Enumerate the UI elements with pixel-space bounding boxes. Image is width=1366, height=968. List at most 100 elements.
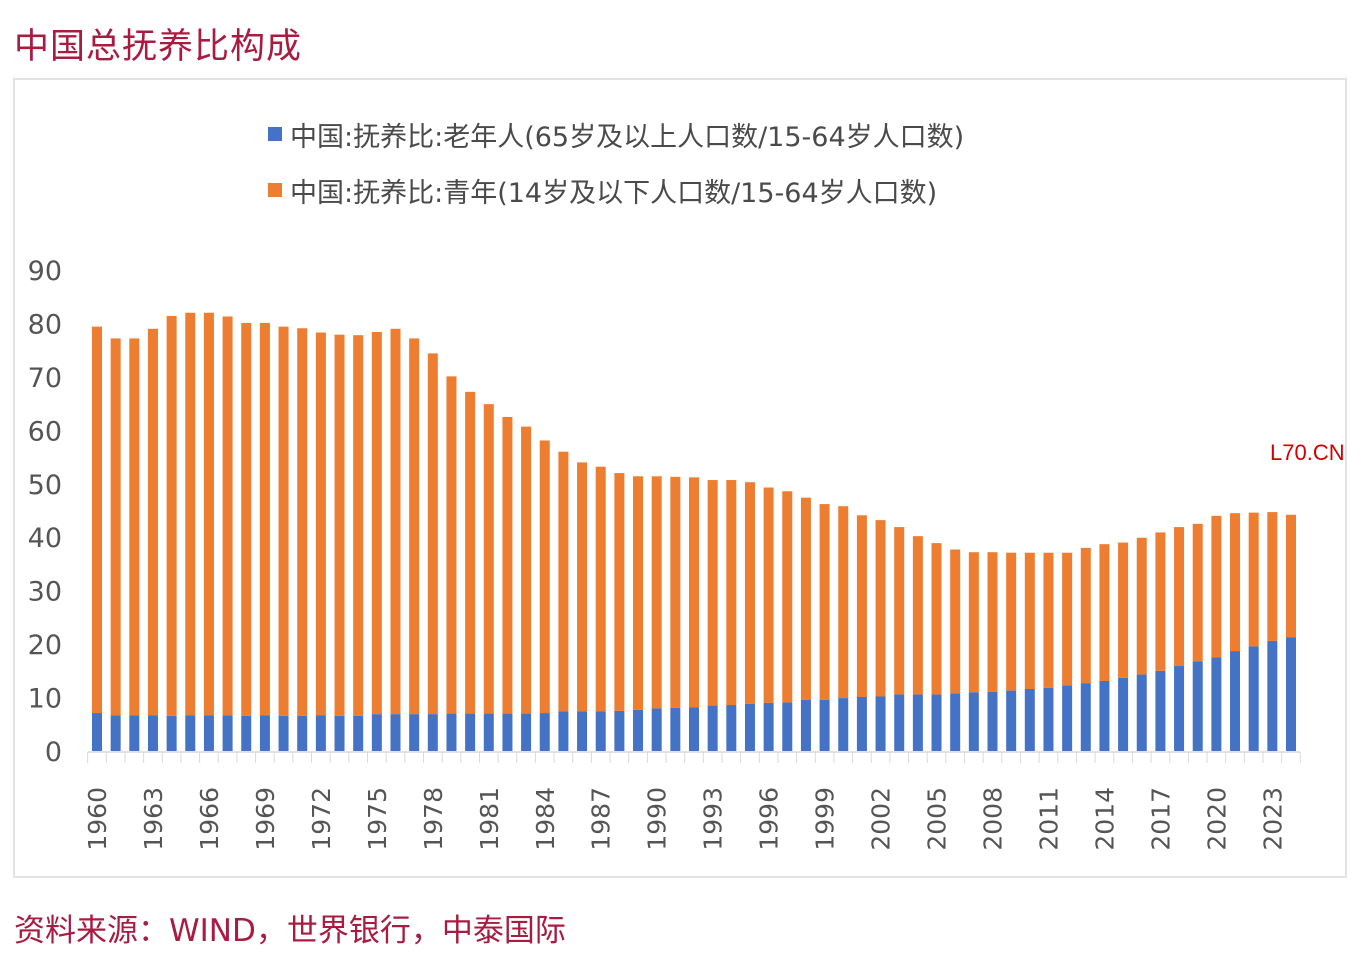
bar-youth bbox=[371, 332, 382, 715]
legend-label-youth: 中国:抚养比:青年(14岁及以下人口数/15-64岁人口数) bbox=[290, 177, 938, 209]
bar-elderly bbox=[1099, 680, 1110, 751]
x-tick-label: 1978 bbox=[419, 787, 448, 851]
bar-youth bbox=[502, 416, 513, 714]
x-tick-label: 1975 bbox=[363, 787, 392, 851]
bar-youth bbox=[259, 322, 270, 716]
bar-elderly bbox=[502, 713, 513, 751]
bar-elderly bbox=[1136, 674, 1147, 751]
bar-elderly bbox=[558, 711, 569, 751]
bar-elderly bbox=[427, 714, 438, 751]
bar-youth bbox=[315, 332, 326, 716]
bar-elderly bbox=[819, 699, 830, 751]
bar-elderly bbox=[203, 715, 214, 751]
bar-youth bbox=[1006, 552, 1017, 691]
x-axis: 1960 1963 1966 1969 1972 1975 1978 1981 1984 1987… bbox=[83, 751, 1301, 851]
bar-youth bbox=[782, 491, 793, 703]
bar-elderly bbox=[856, 697, 867, 751]
bar-youth bbox=[968, 552, 979, 693]
bar-youth bbox=[110, 338, 121, 716]
bar-elderly bbox=[1248, 646, 1259, 751]
bar-youth bbox=[1080, 547, 1091, 684]
bar-elderly bbox=[670, 707, 681, 751]
bars-group bbox=[92, 312, 1296, 751]
bar-elderly bbox=[371, 714, 382, 751]
page-title: 中国总抚养比构成 bbox=[14, 27, 303, 67]
bar-elderly bbox=[129, 715, 140, 751]
bar-youth bbox=[1155, 532, 1166, 671]
bar-elderly bbox=[726, 705, 737, 751]
bar-youth bbox=[92, 326, 102, 714]
bar-elderly bbox=[185, 715, 196, 751]
bar-youth bbox=[819, 504, 830, 700]
x-tick-label: 1990 bbox=[643, 787, 672, 851]
bar-elderly bbox=[1286, 637, 1296, 751]
watermark: L70.CN bbox=[1270, 440, 1345, 465]
bar-elderly bbox=[409, 714, 420, 751]
bar-elderly bbox=[577, 711, 588, 751]
bar-youth bbox=[1230, 513, 1241, 652]
bar-elderly bbox=[446, 713, 457, 751]
bar-youth bbox=[539, 440, 550, 714]
bar-youth bbox=[912, 536, 923, 695]
bar-elderly bbox=[950, 693, 961, 751]
bar-youth bbox=[614, 473, 625, 711]
bar-elderly bbox=[1192, 661, 1203, 751]
bar-youth bbox=[1024, 552, 1035, 689]
x-tick-label: 1987 bbox=[587, 787, 616, 851]
y-tick-label: 90 bbox=[28, 256, 62, 287]
bar-youth bbox=[1192, 523, 1203, 662]
x-tick-label: 2002 bbox=[867, 787, 896, 851]
x-tick-label: 1984 bbox=[531, 787, 560, 851]
x-tick-label: 1981 bbox=[475, 787, 504, 851]
bar-elderly bbox=[1006, 690, 1017, 751]
bar-youth bbox=[1136, 537, 1147, 675]
bar-youth bbox=[1062, 552, 1073, 686]
x-tick-label: 2020 bbox=[1202, 787, 1231, 851]
bar-youth bbox=[1248, 512, 1259, 647]
bar-youth bbox=[931, 543, 942, 695]
bar-elderly bbox=[1043, 687, 1054, 751]
bar-youth bbox=[838, 506, 849, 699]
y-tick-label: 0 bbox=[45, 737, 62, 768]
legend-swatch-youth bbox=[268, 183, 282, 197]
bar-elderly bbox=[539, 713, 550, 751]
x-tick-label: 2017 bbox=[1146, 787, 1175, 851]
y-tick-label: 80 bbox=[28, 309, 62, 340]
bar-elderly bbox=[987, 691, 998, 751]
bar-elderly bbox=[763, 702, 774, 751]
bar-youth bbox=[1211, 515, 1222, 658]
bar-youth bbox=[987, 552, 998, 692]
bar-elderly bbox=[1211, 657, 1222, 751]
bar-elderly bbox=[633, 709, 644, 751]
bar-elderly bbox=[92, 713, 102, 751]
x-tick-label: 1996 bbox=[755, 787, 784, 851]
bar-youth bbox=[521, 426, 532, 714]
bar-youth bbox=[353, 335, 364, 716]
y-tick-label: 60 bbox=[28, 416, 62, 447]
x-tick-label: 2014 bbox=[1090, 787, 1119, 851]
bar-elderly bbox=[465, 713, 476, 751]
y-tick-label: 40 bbox=[28, 523, 62, 554]
x-tick-label: 2005 bbox=[923, 787, 952, 851]
bar-youth bbox=[894, 527, 905, 695]
bar-elderly bbox=[1155, 670, 1166, 751]
bar-youth bbox=[558, 451, 569, 712]
bar-elderly bbox=[782, 702, 793, 751]
legend-swatch-elderly bbox=[268, 127, 282, 141]
bar-youth bbox=[147, 328, 158, 716]
bar-elderly bbox=[1080, 683, 1091, 751]
bar-youth bbox=[670, 476, 681, 708]
bar-youth bbox=[651, 476, 662, 709]
bar-youth bbox=[185, 312, 196, 716]
bar-elderly bbox=[1024, 689, 1035, 751]
bar-youth bbox=[1174, 527, 1185, 667]
bar-elderly bbox=[222, 715, 233, 751]
x-tick-label: 1993 bbox=[699, 787, 728, 851]
bar-youth bbox=[744, 482, 755, 704]
bar-youth bbox=[166, 315, 177, 716]
bar-youth bbox=[222, 316, 233, 716]
bar-elderly bbox=[1118, 677, 1129, 751]
bar-elderly bbox=[614, 710, 625, 751]
y-tick-label: 30 bbox=[28, 577, 62, 608]
